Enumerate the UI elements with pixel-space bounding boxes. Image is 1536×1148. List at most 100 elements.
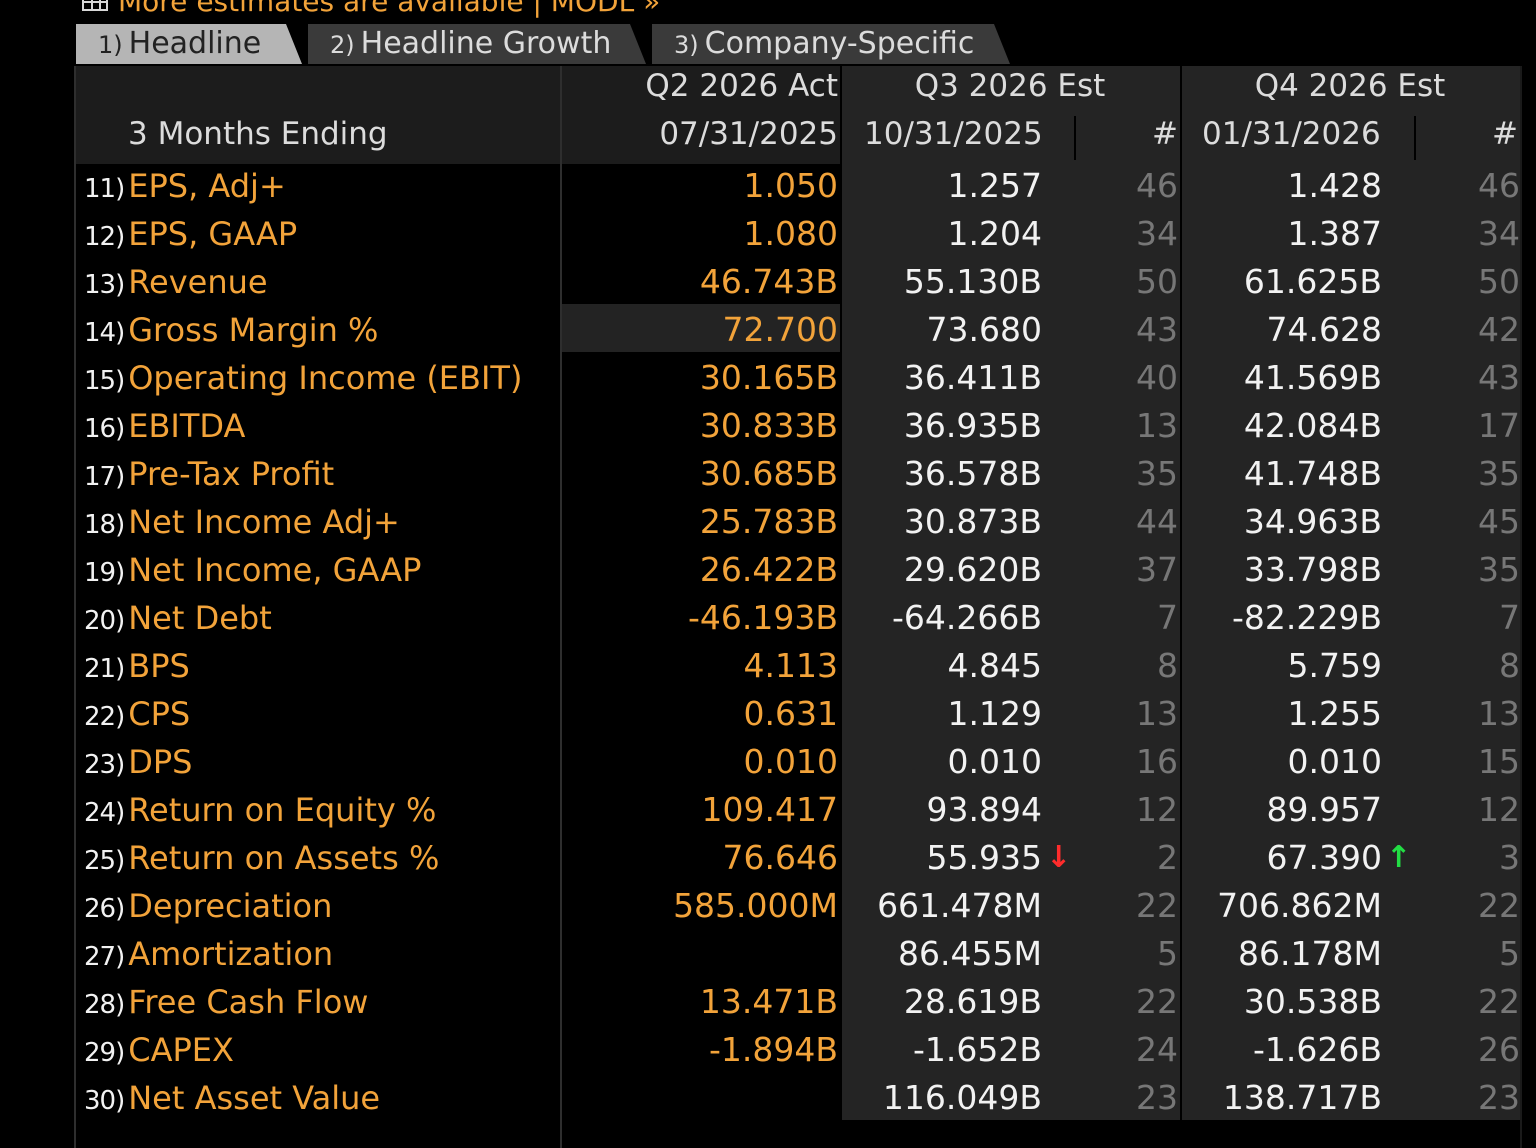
q4-estimate-count[interactable]: 3 [1499, 838, 1520, 877]
row-label[interactable]: 13) Revenue [84, 258, 268, 306]
actual-value[interactable]: 109.417 [701, 790, 838, 829]
row-label[interactable]: 20) Net Debt [84, 594, 272, 642]
q4-estimate-value[interactable]: 41.748B [1243, 454, 1382, 493]
q3-estimate-value[interactable]: 1.129 [947, 694, 1042, 733]
actual-value[interactable]: 30.165B [699, 358, 838, 397]
q4-estimate-count[interactable]: 42 [1478, 310, 1520, 349]
row-label[interactable]: 28) Free Cash Flow [84, 978, 368, 1026]
table-row[interactable]: 27) Amortization 86.455M 5 86.178M 5 [76, 930, 1536, 978]
q4-estimate-count[interactable]: 43 [1478, 358, 1520, 397]
q4-estimate-value[interactable]: 1.255 [1287, 694, 1382, 733]
q3-estimate-value[interactable]: 36.411B [903, 358, 1042, 397]
actual-value[interactable]: 30.685B [699, 454, 838, 493]
q3-estimate-value[interactable]: 661.478M [877, 886, 1042, 925]
row-label[interactable]: 14) Gross Margin % [84, 306, 378, 354]
q3-estimate-count[interactable]: 46 [1136, 166, 1178, 205]
actual-value[interactable] [562, 1074, 838, 1122]
q3-estimate-count[interactable]: 44 [1136, 502, 1178, 541]
table-row[interactable]: 14) Gross Margin % 72.700 73.680 43 74.628 42 [76, 306, 1536, 354]
tab-company-specific[interactable]: 3) Company-Specific [652, 24, 1010, 64]
q4-estimate-value[interactable]: 5.759 [1287, 646, 1382, 685]
more-estimates-link[interactable]: More estimates are available | MODL » [82, 0, 660, 18]
q4-estimate-count[interactable]: 35 [1478, 454, 1520, 493]
q3-estimate-value[interactable]: 36.578B [903, 454, 1042, 493]
actual-column-title[interactable]: Q2 2026 Act [645, 68, 838, 104]
actual-value[interactable]: 72.700 [722, 310, 838, 349]
q4-estimate-value[interactable]: 74.628 [1266, 310, 1382, 349]
q3-estimate-count[interactable]: 16 [1136, 742, 1178, 781]
q4-estimate-count[interactable]: 15 [1478, 742, 1520, 781]
q3-estimate-value[interactable]: 55.935 [926, 838, 1042, 877]
table-row[interactable]: 28) Free Cash Flow 13.471B 28.619B 22 30.538B… [76, 978, 1536, 1026]
table-row[interactable]: 22) CPS 0.631 1.129 13 1.255 13 [76, 690, 1536, 738]
q4-estimate-count[interactable]: 23 [1478, 1078, 1520, 1117]
actual-value[interactable]: 4.113 [743, 646, 838, 685]
q3-estimate-count[interactable]: 8 [1157, 646, 1178, 685]
actual-value[interactable]: 0.631 [743, 694, 838, 733]
row-label[interactable]: 27) Amortization [84, 930, 333, 978]
q3-estimate-value[interactable]: 93.894 [926, 790, 1042, 829]
actual-value[interactable]: 1.080 [743, 214, 838, 253]
table-row[interactable]: 21) BPS 4.113 4.845 8 5.759 8 [76, 642, 1536, 690]
q4-estimate-value[interactable]: 1.387 [1287, 214, 1382, 253]
table-row[interactable]: 13) Revenue 46.743B 55.130B 50 61.625B 50 [76, 258, 1536, 306]
actual-value[interactable]: -46.193B [687, 598, 838, 637]
actual-value[interactable]: 585.000M [673, 886, 838, 925]
q3-estimate-value[interactable]: 30.873B [903, 502, 1042, 541]
q4-estimate-value[interactable]: 61.625B [1243, 262, 1382, 301]
table-row[interactable]: 12) EPS, GAAP 1.080 1.204 34 1.387 34 [76, 210, 1536, 258]
actual-value[interactable]: 13.471B [699, 982, 838, 1021]
q4-column-title[interactable]: Q4 2026 Est [1254, 68, 1446, 104]
q3-estimate-value[interactable]: 55.130B [903, 262, 1042, 301]
actual-value[interactable]: 1.050 [743, 166, 838, 205]
q4-estimate-value[interactable]: 30.538B [1243, 982, 1382, 1021]
row-label[interactable]: 15) Operating Income (EBIT) [84, 354, 522, 402]
q3-estimate-value[interactable]: 4.845 [947, 646, 1042, 685]
table-row[interactable]: 25) Return on Assets % 76.646 55.935 2 67.390… [76, 834, 1536, 882]
q4-estimate-count[interactable]: 13 [1478, 694, 1520, 733]
q3-estimate-value[interactable]: 73.680 [926, 310, 1042, 349]
actual-value[interactable]: -1.894B [708, 1030, 838, 1069]
q3-estimate-count[interactable]: 12 [1136, 790, 1178, 829]
q4-estimate-count[interactable]: 45 [1478, 502, 1520, 541]
q4-estimate-value[interactable]: 42.084B [1243, 406, 1382, 445]
q3-estimate-count[interactable]: 40 [1136, 358, 1178, 397]
row-label[interactable]: 19) Net Income, GAAP [84, 546, 421, 594]
q4-estimate-value[interactable]: -1.626B [1252, 1030, 1382, 1069]
q4-estimate-count[interactable]: 12 [1478, 790, 1520, 829]
q4-estimate-value[interactable]: 86.178M [1238, 934, 1382, 973]
table-row[interactable]: 26) Depreciation 585.000M 661.478M 22 706.862… [76, 882, 1536, 930]
row-label[interactable]: 18) Net Income Adj+ [84, 498, 400, 546]
q3-estimate-count[interactable]: 5 [1157, 934, 1178, 973]
q4-estimate-value[interactable]: 706.862M [1217, 886, 1382, 925]
q3-estimate-value[interactable]: 1.204 [947, 214, 1042, 253]
q4-estimate-value[interactable]: 138.717B [1222, 1078, 1382, 1117]
q3-estimate-value[interactable]: 0.010 [947, 742, 1042, 781]
q4-estimate-value[interactable]: -82.229B [1231, 598, 1382, 637]
row-label[interactable]: 16) EBITDA [84, 402, 245, 450]
table-row[interactable]: 30) Net Asset Value 116.049B 23 138.717B 23 [76, 1074, 1536, 1122]
table-row[interactable]: 29) CAPEX -1.894B -1.652B 24 -1.626B 26 [76, 1026, 1536, 1074]
q3-estimate-count[interactable]: 13 [1136, 406, 1178, 445]
row-label[interactable]: 12) EPS, GAAP [84, 210, 297, 258]
q4-estimate-count[interactable]: 34 [1478, 214, 1520, 253]
table-row[interactable]: 15) Operating Income (EBIT) 30.165B 36.411B… [76, 354, 1536, 402]
q3-estimate-value[interactable]: -1.652B [912, 1030, 1042, 1069]
table-row[interactable]: 16) EBITDA 30.833B 36.935B 13 42.084B 17 [76, 402, 1536, 450]
q4-estimate-count[interactable]: 46 [1478, 166, 1520, 205]
q3-estimate-value[interactable]: -64.266B [891, 598, 1042, 637]
q4-estimate-count[interactable]: 35 [1478, 550, 1520, 589]
row-label[interactable]: 23) DPS [84, 738, 192, 786]
table-row[interactable]: 11) EPS, Adj+ 1.050 1.257 46 1.428 46 [76, 162, 1536, 210]
q4-estimate-value[interactable]: 67.390 [1266, 838, 1382, 877]
row-label[interactable]: 29) CAPEX [84, 1026, 234, 1074]
q4-estimate-count[interactable]: 5 [1499, 934, 1520, 973]
q4-estimate-value[interactable]: 34.963B [1243, 502, 1382, 541]
row-label[interactable]: 11) EPS, Adj+ [84, 162, 286, 210]
table-row[interactable]: 18) Net Income Adj+ 25.783B 30.873B 44 34.963… [76, 498, 1536, 546]
q4-estimate-value[interactable]: 0.010 [1287, 742, 1382, 781]
q4-estimate-count[interactable]: 50 [1478, 262, 1520, 301]
tab-headline-growth[interactable]: 2) Headline Growth [308, 24, 646, 64]
q4-estimate-value[interactable]: 1.428 [1287, 166, 1382, 205]
row-label[interactable]: 22) CPS [84, 690, 190, 738]
